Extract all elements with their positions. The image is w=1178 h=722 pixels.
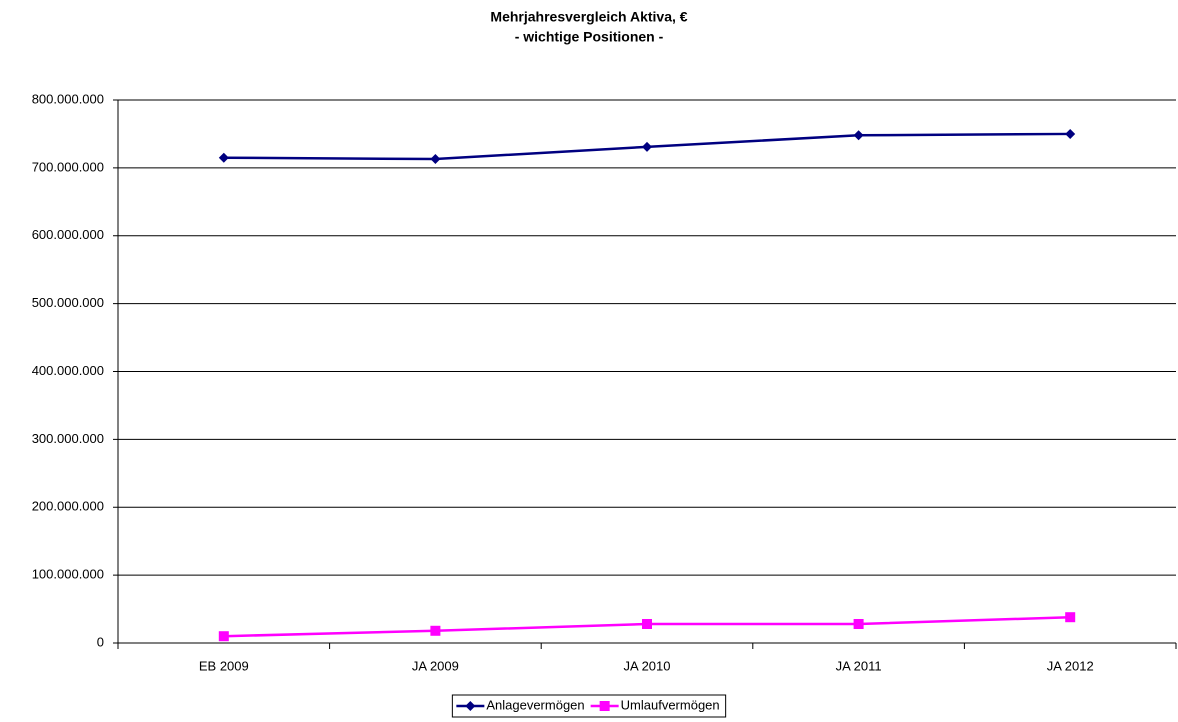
x-tick-label: JA 2010 <box>624 658 671 673</box>
x-tick-label: JA 2011 <box>836 658 882 673</box>
y-tick-label: 300.000.000 <box>32 431 104 446</box>
marker <box>642 141 652 152</box>
marker <box>1065 612 1076 623</box>
marker <box>430 154 441 165</box>
x-tick-label: JA 2012 <box>1047 658 1094 673</box>
legend-label: Anlagevermögen <box>486 697 584 712</box>
marker <box>430 625 441 636</box>
legend-label: Umlaufvermögen <box>621 697 720 712</box>
y-tick-label: 600.000.000 <box>32 227 104 242</box>
marker <box>853 130 864 141</box>
y-tick-label: 800.000.000 <box>32 91 104 106</box>
marker <box>218 152 229 163</box>
legend: Anlagevermögen Umlaufvermögen <box>451 694 727 718</box>
marker <box>218 631 229 642</box>
marker <box>642 618 652 629</box>
marker <box>1065 128 1076 139</box>
legend-item: Umlaufvermögen <box>590 697 720 712</box>
x-tick-label: JA 2009 <box>412 658 459 673</box>
marker <box>853 618 864 629</box>
y-tick-label: 700.000.000 <box>32 159 104 174</box>
y-tick-label: 200.000.000 <box>32 499 104 514</box>
marker <box>599 701 610 711</box>
y-tick-label: 500.000.000 <box>32 295 104 310</box>
chart-subtitle: - wichtige Positionen - <box>515 29 664 45</box>
legend-box <box>451 694 727 718</box>
y-tick-label: 400.000.000 <box>32 363 104 378</box>
chart-title: Mehrjahresvergleich Aktiva, € <box>490 9 687 25</box>
marker <box>465 701 476 711</box>
y-tick-label: 100.000.000 <box>32 567 104 582</box>
legend-item: Anlagevermögen <box>456 697 585 712</box>
x-tick-label: EB 2009 <box>199 658 249 673</box>
y-tick-label: 0 <box>97 634 104 649</box>
